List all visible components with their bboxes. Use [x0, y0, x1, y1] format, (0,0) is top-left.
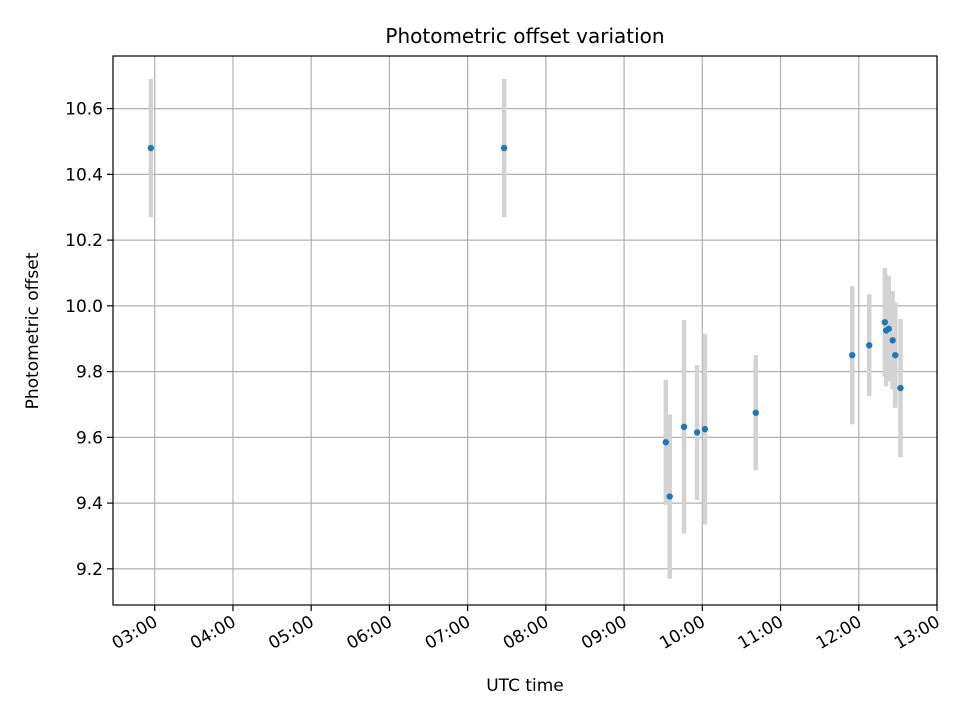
x-tick-label: 07:00 — [422, 612, 474, 654]
data-point — [666, 493, 673, 500]
x-tick-label: 12:00 — [813, 612, 865, 654]
x-tick-label: 08:00 — [500, 612, 552, 654]
x-axis-label: UTC time — [486, 676, 564, 696]
x-tick-label: 11:00 — [735, 612, 787, 654]
x-tick-label: 04:00 — [187, 612, 239, 654]
x-tick-label: 05:00 — [265, 612, 317, 654]
data-point — [500, 144, 508, 152]
y-tick-label: 10.0 — [65, 297, 103, 317]
data-point — [897, 384, 904, 392]
y-tick-label: 10.4 — [65, 165, 103, 185]
data-point — [662, 439, 670, 446]
data-point — [866, 342, 873, 349]
data-point — [885, 325, 892, 333]
x-tick-label: 13:00 — [891, 612, 943, 654]
y-tick-label: 9.6 — [76, 428, 103, 448]
y-tick-label: 9.4 — [76, 494, 103, 514]
data-points — [147, 144, 904, 500]
x-tick-label: 09:00 — [578, 612, 630, 654]
x-tick-label: 06:00 — [343, 612, 395, 654]
data-point — [680, 423, 688, 431]
x-axis-ticks: 03:00 04:00 05:00 06:00 07:00 08:00 09:00 10:00… — [109, 605, 944, 654]
x-tick-label: 03:00 — [109, 612, 161, 654]
plot-frame — [112, 55, 938, 606]
data-point — [701, 425, 709, 433]
data-point — [693, 429, 701, 436]
x-tick-label: 10:00 — [656, 612, 708, 654]
y-tick-label: 9.8 — [76, 363, 103, 383]
y-axis-ticks: 9.2 9.4 9.6 9.8 10.0 10.2 10.4 10.6 — [65, 100, 113, 580]
data-point — [889, 337, 896, 344]
data-point — [147, 144, 155, 152]
chart-title: Photometric offset variation — [385, 24, 664, 48]
grid-lines — [113, 56, 938, 605]
data-point — [892, 351, 899, 359]
error-bars — [148, 79, 903, 579]
y-tick-label: 10.6 — [65, 100, 103, 120]
y-tick-label: 9.2 — [76, 560, 103, 580]
y-tick-label: 10.2 — [65, 231, 103, 251]
data-point — [881, 319, 889, 326]
y-axis-label: Photometric offset — [23, 252, 43, 409]
data-point — [752, 409, 759, 416]
data-point — [849, 351, 856, 359]
